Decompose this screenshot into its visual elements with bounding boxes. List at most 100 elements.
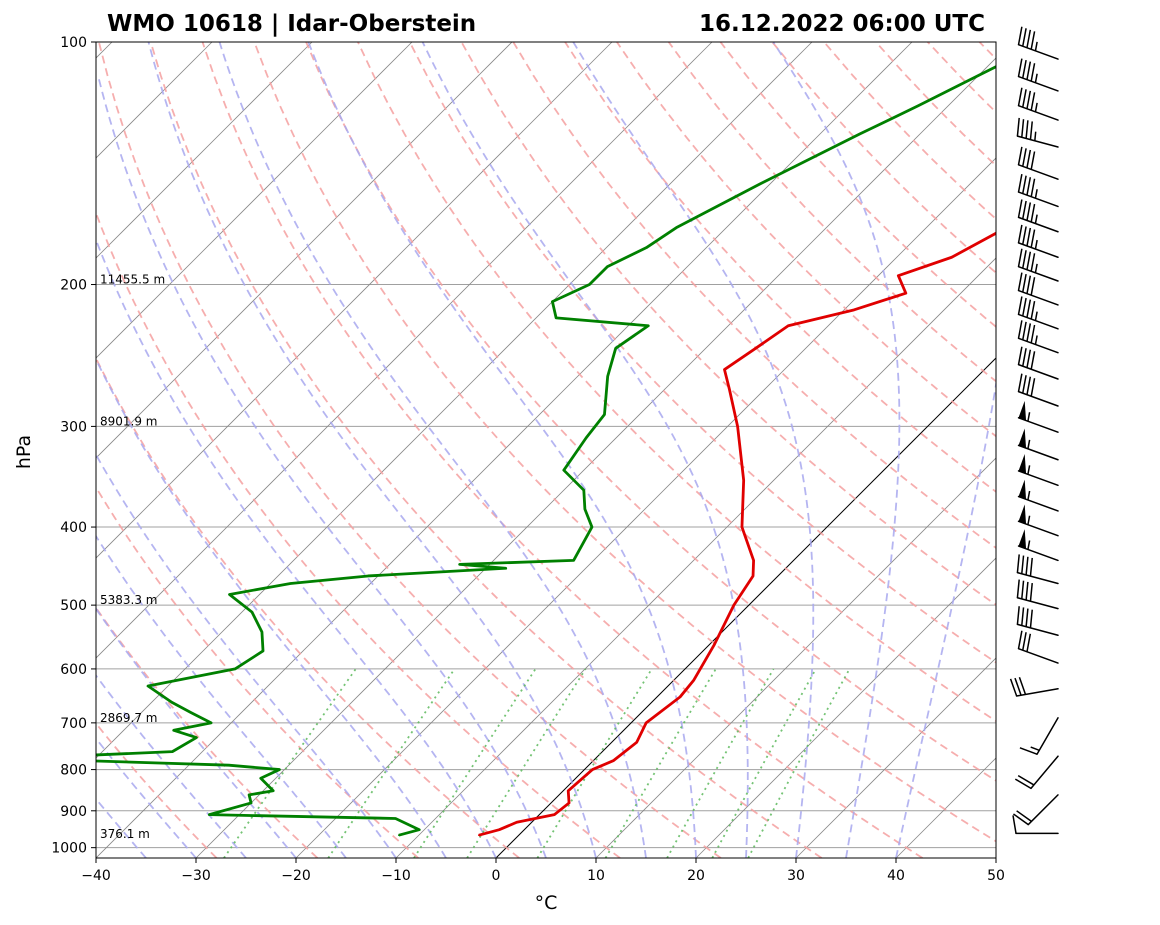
dewpoint-profile-point [606,265,609,268]
wind-barb-staff [1017,337,1059,354]
dewpoint-profile-point [551,300,554,303]
temperature-profile-point [742,479,745,482]
temperature-profile-point [723,368,726,371]
dry-adiabat-line [305,42,996,782]
wind-barb-full [1026,177,1032,196]
wind-barb-staff [1017,390,1059,407]
isotherm-line [96,42,913,858]
wind-barb-full [1022,348,1027,367]
temperature-profile-point [897,274,900,277]
wind-barb-full [1029,121,1033,140]
chart-title-right: 16.12.2022 06:00 UTC [699,11,985,37]
wind-barb-half [1034,239,1038,250]
y-tick-label: 1000 [51,841,87,857]
wind-barb-full [1026,90,1032,109]
temperature-profile-point [498,828,501,831]
height-label: 2869.7 m [100,711,158,725]
wind-barb [1017,346,1059,380]
wind-barb-half [1027,465,1031,475]
wind-barb-full [1017,630,1023,649]
wind-barb-full [1021,580,1025,599]
mixing-ratio-line [747,668,851,858]
moist-adiabat-line [572,42,815,858]
isotherm-line [96,42,813,759]
x-tick-label: 20 [687,868,705,884]
wind-barb-staff [1017,75,1059,92]
wind-barb-full [1022,250,1027,269]
temperature-profile-point [905,292,907,294]
dewpoint-profile-point [859,133,861,135]
wind-barb [1017,224,1059,258]
temperature-profile-point [645,722,647,724]
dewpoint-profile-point [645,246,648,249]
chart-title-left: WMO 10618 | Idar-Oberstein [107,11,476,37]
wind-barb-full [1018,677,1027,695]
dewpoint-profile-point [248,794,250,796]
wind-barb [1016,579,1059,610]
wind-barb-full [1025,608,1029,627]
height-label: 8901.9 m [100,414,158,428]
dry-adiabat-line [98,42,722,858]
dewpoint-profile-point [251,611,253,613]
x-tick-label: 50 [987,868,1005,884]
wind-barb-full [1029,582,1033,602]
wind-barb-full [1026,349,1032,368]
dewpoint-profile-point [367,575,369,577]
dewpoint-profile-point [591,526,593,528]
dewpoint-profile-point [234,668,236,670]
wind-barb-full [1017,26,1023,45]
wind-barb-half [1034,335,1038,345]
wind-barb-full [1025,556,1029,576]
isotherm-line [96,42,713,659]
wind-barb [1017,87,1059,121]
dewpoint-profile-point [614,347,617,350]
dry-adiabat-line [96,721,218,858]
temperature-profile-point [853,309,855,311]
dewpoint-profile-point [504,567,507,570]
wind-barb-full [1026,29,1032,48]
wind-barb-full [1029,609,1033,628]
thermo-grid [96,42,996,858]
moist-adiabat-line [96,357,447,858]
wind-barb-full [1030,31,1036,50]
wind-barb-full [1017,224,1023,244]
dewpoint-profile-point [261,631,263,633]
isotherm-line [96,42,413,359]
wind-barb-full [1017,320,1023,339]
wind-barb-staff [1017,216,1059,233]
wind-barb-full [1026,61,1032,80]
wind-barb-full [1030,277,1036,296]
wind-barb [1017,428,1059,461]
moist-adiabat-line [421,42,749,858]
y-tick-label: 400 [60,520,87,536]
dewpoint-profile-point [208,813,211,816]
dry-adiabat-line [149,42,823,858]
wind-barb-flag [1018,529,1027,549]
wind-barb-half [1030,746,1040,752]
temperature-profile-point [754,347,757,350]
wind-barb-staff [1015,688,1059,697]
wind-barb-half [1027,439,1031,449]
wind-barb-full [1013,813,1029,826]
temperature-profile-point [553,813,556,816]
wind-barb-staff [1017,242,1059,258]
dewpoint-profile-point [272,789,275,792]
mixing-ratio-line [466,668,587,858]
dewpoint-profile-point [588,283,591,286]
wind-barb-full [1026,275,1032,294]
wind-barb-flag [1018,504,1027,525]
wind-barb-staff [1030,755,1059,790]
wind-barb-staff [1017,265,1059,282]
moist-adiabat-line [147,42,597,858]
moist-adiabat-line [96,237,497,858]
wind-barb-half [1034,189,1038,199]
dewpoint-profile-point [278,768,281,771]
x-axis: −40 −30 −20 −10 0 10 20 30 40 50 [81,858,1005,884]
dewpoint-profile-point [675,226,678,229]
wind-barb-full [1030,351,1036,370]
dewpoint-profile-point [585,437,587,439]
wind-barb-full [1017,199,1023,218]
moist-adiabat-line [895,42,996,858]
wind-barb-full [1022,175,1027,194]
isotherm-line [96,42,513,459]
